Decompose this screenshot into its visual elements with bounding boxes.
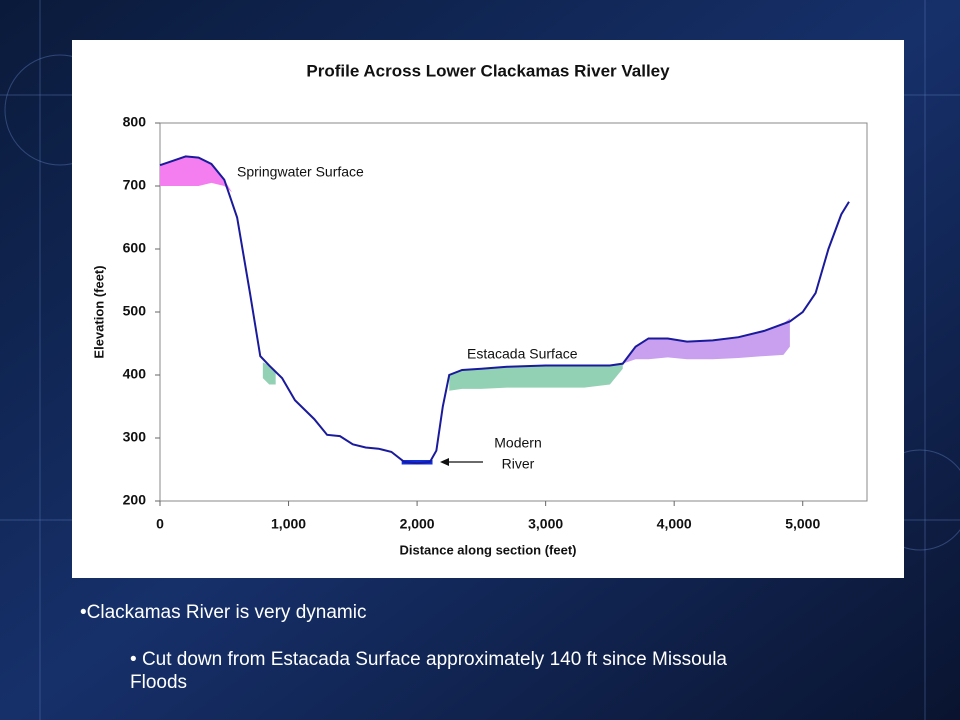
bullet-text-wrap: Floods: [130, 672, 187, 693]
annotation: Springwater Surface: [237, 164, 364, 180]
chart-title: Profile Across Lower Clackamas River Val…: [306, 61, 670, 80]
bullet: •Clackamas River is very dynamic: [80, 602, 366, 623]
bullet-text: Cut down from Estacada Surface approxima…: [142, 649, 727, 670]
annotation: River: [502, 456, 535, 472]
bullet-text: Clackamas River is very dynamic: [87, 602, 367, 623]
chart-panel: [72, 40, 904, 578]
x-tick-label: 4,000: [657, 516, 692, 532]
terrace-band: [160, 156, 232, 193]
y-axis-label: Elevation (feet): [91, 265, 106, 358]
y-tick-label: 800: [123, 114, 147, 130]
x-tick-label: 5,000: [785, 516, 820, 532]
x-axis-label: Distance along section (feet): [400, 542, 577, 557]
profile-line: [159, 155, 850, 465]
y-tick-label: 400: [123, 366, 147, 382]
x-tick-label: 0: [156, 516, 164, 532]
annotation: Estacada Surface: [467, 346, 578, 362]
y-tick-label: 600: [123, 240, 147, 256]
y-tick-label: 500: [123, 303, 147, 319]
x-tick-label: 3,000: [528, 516, 563, 532]
terrace-band: [262, 362, 276, 385]
terrace-band: [449, 363, 623, 391]
y-tick-label: 200: [123, 492, 147, 508]
arrow: [440, 458, 483, 466]
y-tick-label: 700: [123, 177, 147, 193]
annotation: Modern: [494, 435, 541, 451]
y-tick-label: 300: [123, 429, 147, 445]
x-tick-label: 1,000: [271, 516, 306, 532]
x-tick-label: 2,000: [400, 516, 435, 532]
